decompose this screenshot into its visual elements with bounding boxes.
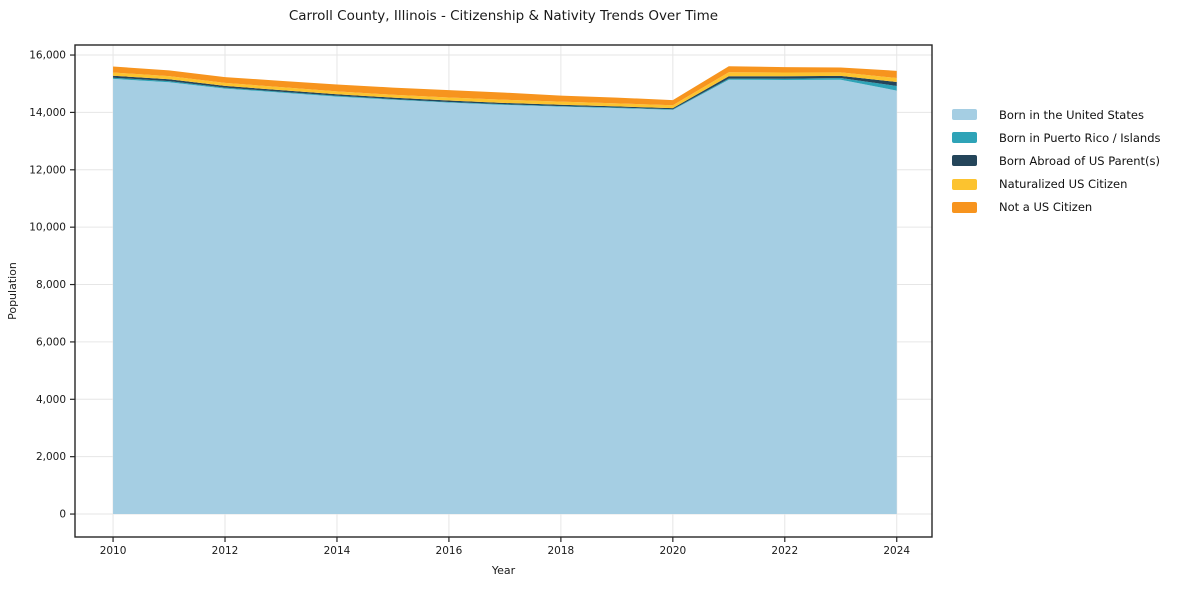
legend-swatch-icon <box>952 109 977 121</box>
legend-item-3: Naturalized US Citizen <box>952 173 1161 196</box>
legend-item-2: Born Abroad of US Parent(s) <box>952 149 1161 172</box>
y-axis-label: Population <box>6 262 19 320</box>
x-tick-label: 2010 <box>100 545 127 557</box>
legend-item-1: Born in Puerto Rico / Islands <box>952 126 1161 149</box>
legend-label: Naturalized US Citizen <box>999 177 1128 192</box>
y-tick-label: 16,000 <box>29 50 66 62</box>
legend-item-4: Not a US Citizen <box>952 196 1161 219</box>
area-series-0 <box>113 78 897 515</box>
legend-swatch-icon <box>952 178 977 190</box>
y-tick-label: 14,000 <box>29 107 66 119</box>
x-tick-label: 2016 <box>436 545 463 557</box>
chart-title: Carroll County, Illinois - Citizenship &… <box>288 8 719 24</box>
area-series-3 <box>113 72 897 109</box>
legend-swatch-icon <box>952 201 977 213</box>
x-tick-label: 2020 <box>659 545 686 557</box>
y-tick-label: 4,000 <box>36 394 66 406</box>
legend: Born in the United States Born in Puerto … <box>952 103 1161 219</box>
x-tick-label: 2018 <box>548 545 575 557</box>
plot-frame <box>74 44 933 538</box>
y-tick-label: 0 <box>59 509 66 521</box>
y-tick-label: 8,000 <box>36 279 66 291</box>
x-tick-label: 2012 <box>212 545 239 557</box>
legend-label: Born in the United States <box>999 107 1144 122</box>
legend-swatch-icon <box>952 132 977 144</box>
x-tick-label: 2022 <box>771 545 798 557</box>
legend-swatch-icon <box>952 155 977 167</box>
y-tick-label: 12,000 <box>29 164 66 176</box>
legend-label: Born in Puerto Rico / Islands <box>999 130 1161 145</box>
y-tick-label: 6,000 <box>36 336 66 348</box>
x-tick-label: 2024 <box>883 545 910 557</box>
y-tick-label: 10,000 <box>29 222 66 234</box>
y-tick-label: 2,000 <box>36 451 66 463</box>
legend-item-0: Born in the United States <box>952 103 1161 126</box>
x-tick-label: 2014 <box>324 545 351 557</box>
x-axis-label: Year <box>491 564 516 577</box>
legend-label: Not a US Citizen <box>999 200 1093 215</box>
area-series-4 <box>113 66 897 106</box>
legend-label: Born Abroad of US Parent(s) <box>999 153 1160 168</box>
